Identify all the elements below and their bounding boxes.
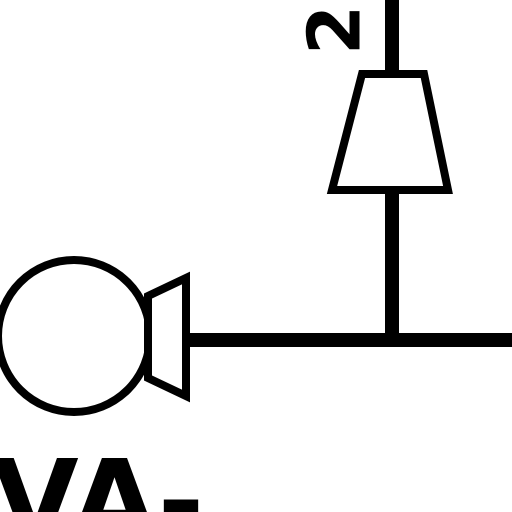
motor-or-pump-icon [0,256,154,416]
equipment-tag-label: VA- [0,437,204,512]
reducer-number-label: 2 [293,5,377,55]
nozzle-icon [144,271,190,403]
reducer-icon [326,70,453,194]
